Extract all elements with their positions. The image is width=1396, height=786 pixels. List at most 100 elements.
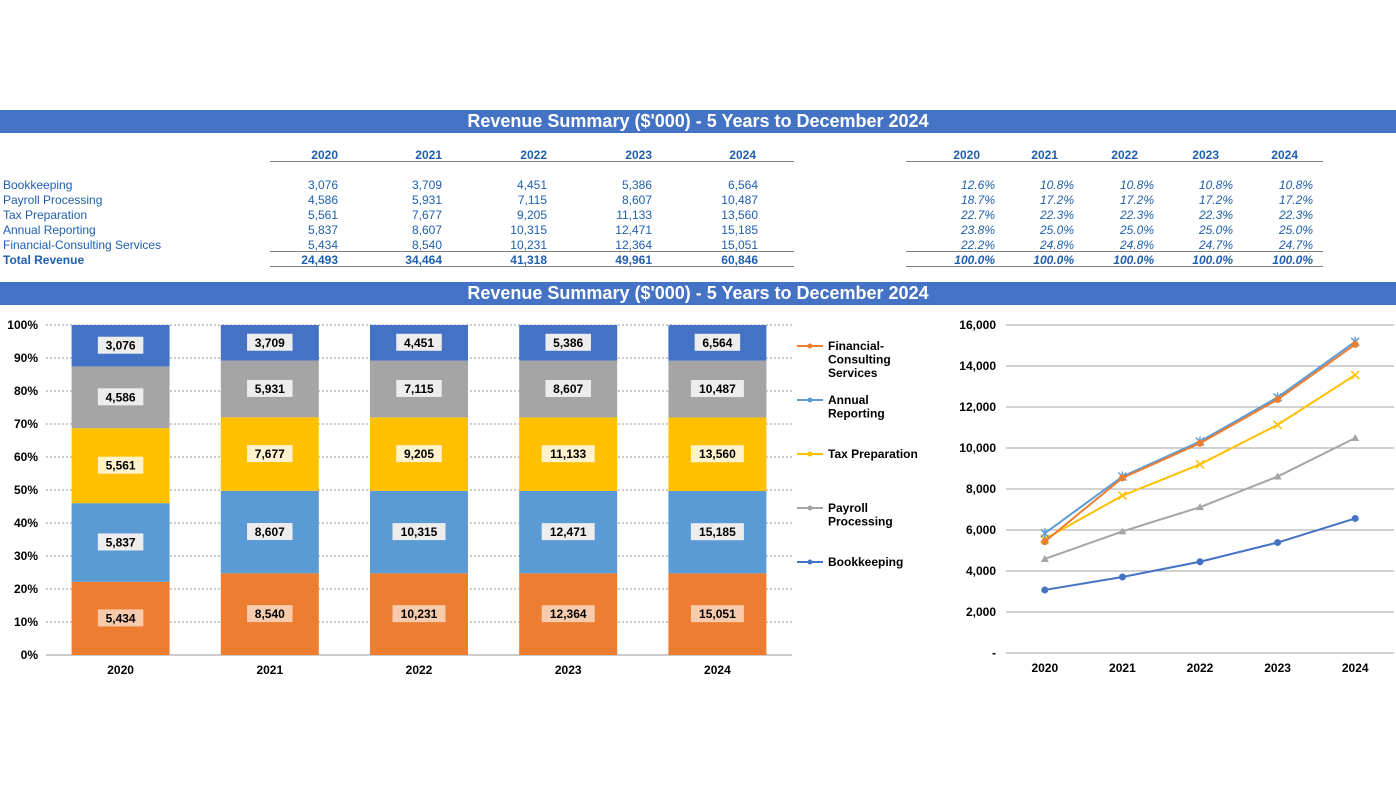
bar-data-label-box [690, 605, 744, 623]
total-cell-pct: 100.0% [1113, 253, 1154, 267]
bar-data-label-box [690, 380, 744, 398]
bar-data-label-box [541, 445, 595, 463]
table-cell-pct: 23.8% [960, 223, 995, 237]
table-cell-pct: 17.2% [1198, 193, 1233, 207]
line-point [1273, 472, 1282, 480]
table-cell-value: 10,487 [721, 193, 758, 207]
legend-label: Bookkeeping [828, 555, 903, 569]
legend-marker [807, 505, 813, 511]
line-y-tick-label: 16,000 [959, 318, 996, 332]
table-cell-value: 5,386 [621, 178, 652, 192]
bar-x-tick-label: 2024 [704, 663, 731, 677]
table-cell-pct: 25.0% [1278, 223, 1313, 237]
legend-label: Annual [828, 393, 869, 407]
bar-data-label-box [690, 523, 744, 541]
table-cell-pct: 10.8% [1278, 178, 1313, 192]
bar-data-label-box [545, 333, 591, 351]
legend-label: Services [828, 366, 878, 380]
line-point [1117, 491, 1127, 501]
bar-y-tick-label: 20% [14, 582, 38, 596]
line-y-tick-label: 6,000 [966, 523, 996, 537]
table-cell-pct: 10.8% [1198, 178, 1233, 192]
line-point [1118, 573, 1126, 581]
table-cell-value: 5,837 [307, 223, 338, 237]
table-title-banner: Revenue Summary ($'000) - 5 Years to Dec… [0, 110, 1396, 133]
bar-data-label: 11,133 [550, 447, 586, 461]
line-point [1041, 538, 1049, 546]
legend-label: Processing [828, 515, 893, 529]
table-cell-pct: 24.7% [1198, 238, 1233, 252]
line-point [1041, 586, 1049, 594]
line-point [1196, 503, 1204, 511]
total-cell-pct: 100.0% [954, 253, 995, 267]
table-cell-pct: 25.0% [1198, 223, 1233, 237]
bar-data-label: 10,315 [401, 525, 438, 539]
table-cell-pct: 24.7% [1278, 238, 1313, 252]
table-cell-pct: 18.7% [960, 193, 995, 207]
bar-data-label: 15,185 [699, 525, 736, 539]
legend-label: Consulting [828, 353, 891, 367]
bar-data-label: 5,931 [255, 382, 285, 396]
line-point [1196, 439, 1204, 447]
table-cell-pct: 24.8% [1119, 238, 1154, 252]
table-cell-value: 11,133 [616, 208, 652, 222]
line-x-tick-label: 2023 [1264, 661, 1291, 675]
header-underline [906, 161, 1323, 162]
table-cell-value: 15,185 [721, 223, 758, 237]
line-y-tick-label: 10,000 [959, 441, 996, 455]
table-header-year: 2023 [625, 148, 652, 162]
legend-label: Tax Preparation [828, 447, 918, 461]
bar-data-label: 6,564 [702, 336, 732, 350]
line-y-tick-label: 8,000 [966, 482, 996, 496]
table-cell-pct: 17.2% [1119, 193, 1154, 207]
legend-label: Payroll [828, 501, 868, 515]
bar-data-label-box [694, 333, 741, 351]
total-cell-value: 49,961 [615, 253, 652, 267]
bar-data-label: 12,471 [550, 525, 587, 539]
total-underline [906, 266, 1323, 267]
table-cell-value: 8,540 [411, 238, 442, 252]
legend-marker [807, 343, 813, 349]
bar-data-label: 15,051 [699, 607, 736, 621]
table-cell-value: 8,607 [411, 223, 442, 237]
bar-data-label: 9,205 [404, 447, 434, 461]
line-x-tick-label: 2021 [1109, 661, 1136, 675]
bar-y-tick-label: 100% [7, 318, 38, 332]
total-separator [270, 251, 794, 252]
table-cell-value: 5,561 [307, 208, 338, 222]
table-row-label: Financial-Consulting Services [3, 238, 162, 252]
bar-x-tick-label: 2023 [555, 663, 582, 677]
line-series [1044, 517, 1356, 591]
bar-data-label-box [97, 609, 144, 627]
line-x-tick-label: 2024 [1342, 661, 1369, 675]
bar-y-tick-label: 90% [14, 351, 38, 365]
line-y-tick-label: 14,000 [959, 359, 996, 373]
pct-header-year: 2021 [1031, 148, 1058, 162]
bar-data-label: 5,837 [106, 535, 136, 549]
line-point [1118, 527, 1127, 535]
total-row-label: Total Revenue [3, 253, 85, 267]
table-cell-value: 15,051 [721, 238, 758, 252]
bar-y-tick-label: 10% [14, 615, 38, 629]
pct-header-year: 2024 [1271, 148, 1298, 162]
line-point [1195, 459, 1205, 469]
table-cell-pct: 22.7% [960, 208, 995, 222]
bar-data-label: 4,586 [106, 390, 136, 404]
bar-data-label: 12,364 [550, 607, 587, 621]
bar-data-label: 3,709 [255, 336, 285, 350]
line-x-tick-label: 2022 [1187, 661, 1214, 675]
table-cell-value: 3,076 [307, 178, 338, 192]
legend-marker [807, 397, 813, 403]
bar-data-label-box [247, 379, 293, 397]
bar-data-label: 4,451 [404, 336, 434, 350]
bar-data-label-box [541, 605, 595, 623]
table-cell-value: 5,931 [411, 193, 442, 207]
table-cell-value: 5,434 [307, 238, 338, 252]
bar-data-label: 8,607 [255, 525, 285, 539]
bar-data-label-box [247, 333, 293, 351]
table-cell-value: 4,586 [307, 193, 338, 207]
header-underline [270, 161, 794, 162]
table-cell-pct: 25.0% [1119, 223, 1154, 237]
table-cell-value: 8,607 [621, 193, 652, 207]
table-header-year: 2024 [729, 148, 756, 162]
